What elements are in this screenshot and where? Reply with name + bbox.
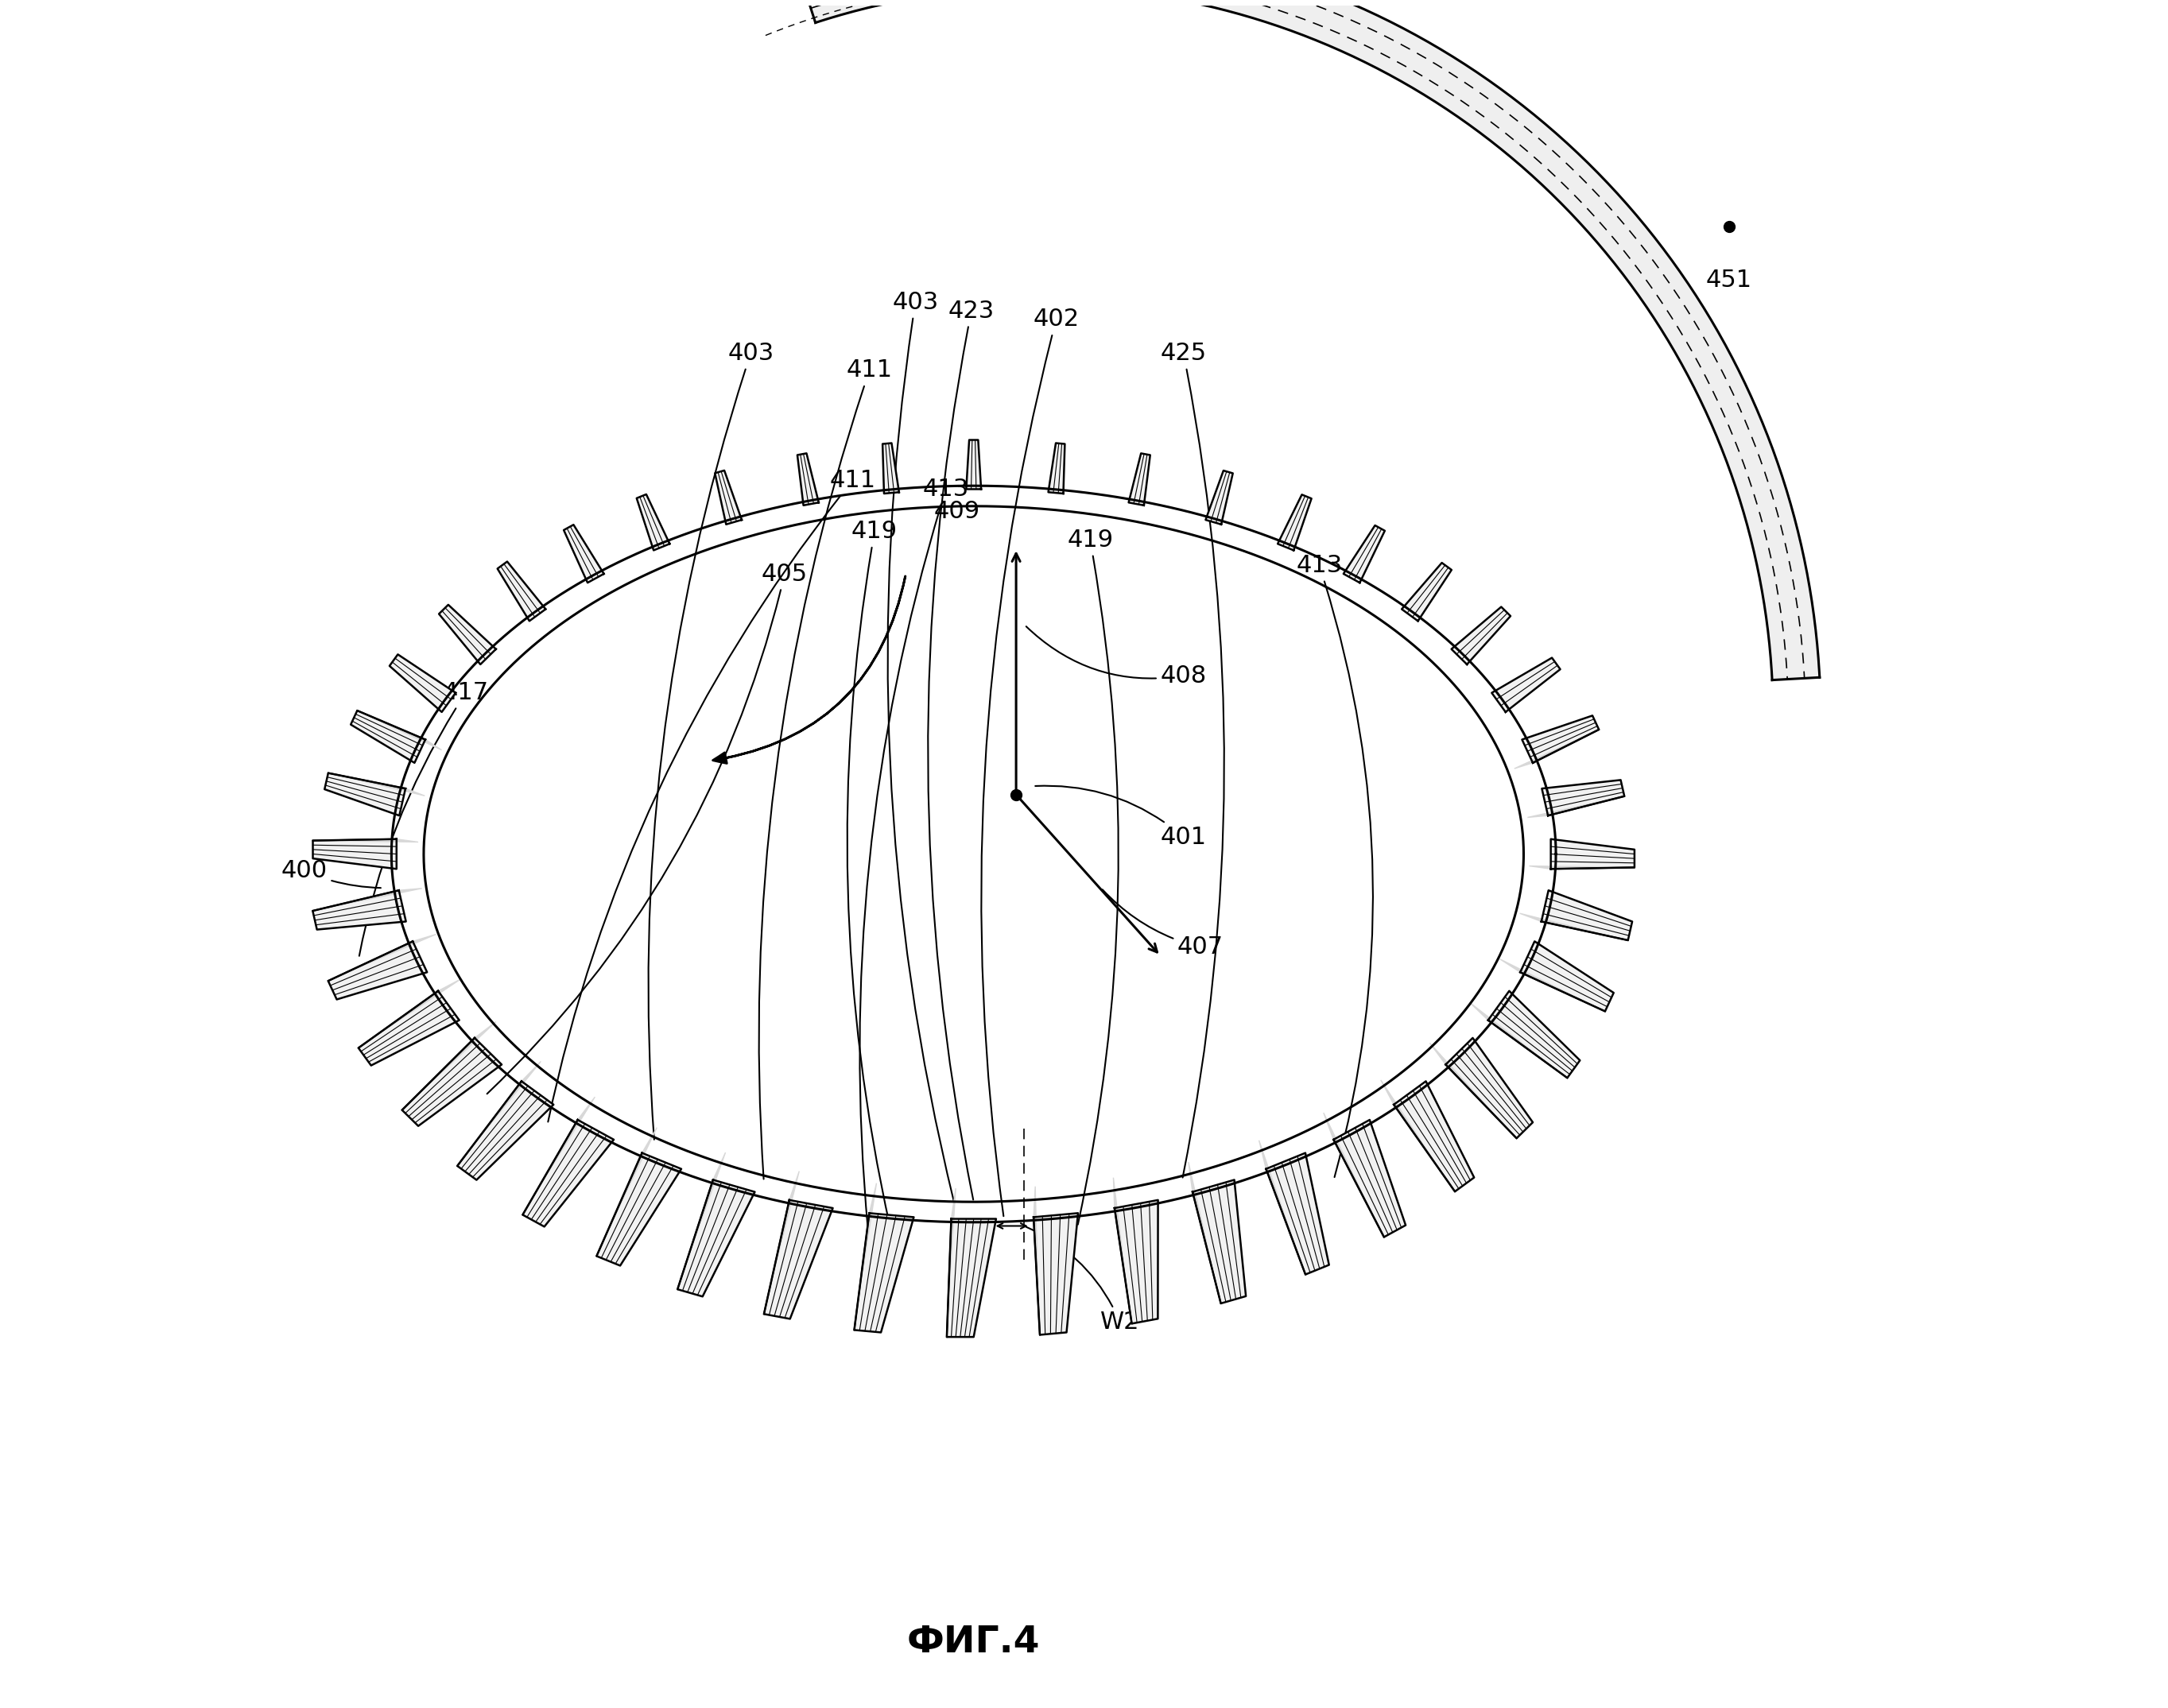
Polygon shape bbox=[1520, 914, 1628, 941]
Polygon shape bbox=[1520, 941, 1613, 1011]
Polygon shape bbox=[1446, 1038, 1533, 1138]
Polygon shape bbox=[1049, 442, 1064, 494]
Text: 407: 407 bbox=[1104, 890, 1223, 958]
Text: 419: 419 bbox=[1067, 528, 1119, 1225]
Polygon shape bbox=[1192, 1180, 1247, 1303]
Polygon shape bbox=[325, 774, 405, 816]
Polygon shape bbox=[1322, 1114, 1383, 1237]
Text: 408: 408 bbox=[1025, 627, 1208, 687]
Polygon shape bbox=[438, 605, 496, 664]
Polygon shape bbox=[522, 1097, 594, 1214]
Text: 403: 403 bbox=[887, 290, 954, 1201]
Text: W2: W2 bbox=[1025, 1226, 1140, 1334]
Polygon shape bbox=[312, 839, 418, 842]
Polygon shape bbox=[1470, 1003, 1567, 1078]
Polygon shape bbox=[947, 1220, 995, 1337]
Polygon shape bbox=[1431, 1044, 1518, 1138]
Polygon shape bbox=[1344, 526, 1385, 582]
Text: 417: 417 bbox=[360, 681, 490, 956]
Polygon shape bbox=[312, 839, 397, 869]
Polygon shape bbox=[1403, 562, 1453, 622]
Polygon shape bbox=[763, 1172, 800, 1313]
Polygon shape bbox=[1500, 958, 1604, 1011]
Polygon shape bbox=[1515, 729, 1600, 769]
Polygon shape bbox=[358, 979, 462, 1049]
Polygon shape bbox=[401, 1038, 501, 1126]
FancyArrowPatch shape bbox=[713, 576, 906, 763]
Polygon shape bbox=[358, 991, 460, 1066]
Polygon shape bbox=[1266, 1153, 1329, 1274]
Polygon shape bbox=[967, 441, 982, 488]
Text: 402: 402 bbox=[982, 307, 1080, 1216]
Polygon shape bbox=[312, 890, 405, 929]
Polygon shape bbox=[1541, 781, 1624, 816]
Polygon shape bbox=[1205, 471, 1234, 524]
Polygon shape bbox=[358, 711, 442, 750]
Text: 425: 425 bbox=[1160, 342, 1225, 1177]
Polygon shape bbox=[1333, 1120, 1405, 1237]
Polygon shape bbox=[947, 1189, 956, 1337]
Polygon shape bbox=[637, 494, 670, 550]
Polygon shape bbox=[715, 470, 741, 524]
Polygon shape bbox=[390, 654, 455, 712]
Polygon shape bbox=[854, 1213, 913, 1332]
Polygon shape bbox=[1034, 1213, 1077, 1336]
Text: 419: 419 bbox=[848, 519, 898, 1226]
Polygon shape bbox=[1277, 495, 1312, 550]
Polygon shape bbox=[679, 1153, 726, 1290]
Text: 413: 413 bbox=[1296, 553, 1372, 1177]
Text: 411: 411 bbox=[759, 359, 893, 1179]
Polygon shape bbox=[1487, 991, 1580, 1078]
Text: 413: 413 bbox=[861, 478, 969, 1230]
Polygon shape bbox=[1034, 1187, 1041, 1336]
Polygon shape bbox=[522, 1120, 614, 1226]
Polygon shape bbox=[763, 1201, 833, 1319]
Polygon shape bbox=[1528, 866, 1635, 869]
Polygon shape bbox=[327, 934, 436, 980]
Text: 411: 411 bbox=[549, 470, 876, 1122]
Polygon shape bbox=[798, 453, 820, 506]
Polygon shape bbox=[1528, 796, 1624, 818]
Polygon shape bbox=[1114, 1177, 1132, 1324]
Text: 405: 405 bbox=[488, 562, 809, 1093]
Polygon shape bbox=[1541, 890, 1633, 941]
Text: 423: 423 bbox=[928, 299, 995, 1199]
Polygon shape bbox=[854, 1184, 876, 1331]
Text: 401: 401 bbox=[1036, 786, 1208, 849]
Text: 409: 409 bbox=[934, 500, 980, 523]
Polygon shape bbox=[401, 1021, 496, 1110]
Polygon shape bbox=[327, 774, 425, 796]
Polygon shape bbox=[1130, 453, 1151, 506]
Text: 451: 451 bbox=[1706, 268, 1752, 292]
Polygon shape bbox=[882, 442, 900, 494]
Polygon shape bbox=[457, 1061, 540, 1167]
Polygon shape bbox=[800, 0, 1819, 680]
Polygon shape bbox=[1260, 1141, 1305, 1274]
Polygon shape bbox=[1394, 1081, 1474, 1192]
Text: 403: 403 bbox=[648, 342, 774, 1139]
Polygon shape bbox=[312, 888, 423, 910]
Polygon shape bbox=[1188, 1161, 1221, 1303]
Polygon shape bbox=[679, 1180, 754, 1296]
Polygon shape bbox=[1450, 606, 1511, 664]
Polygon shape bbox=[1550, 839, 1635, 869]
Polygon shape bbox=[1522, 716, 1600, 763]
Text: ФИГ.4: ФИГ.4 bbox=[906, 1624, 1041, 1660]
Polygon shape bbox=[1381, 1079, 1455, 1192]
Polygon shape bbox=[496, 562, 546, 622]
Polygon shape bbox=[457, 1081, 553, 1180]
Polygon shape bbox=[596, 1153, 681, 1266]
Polygon shape bbox=[351, 711, 425, 763]
Polygon shape bbox=[327, 941, 427, 999]
Text: 400: 400 bbox=[282, 859, 382, 888]
Polygon shape bbox=[564, 524, 605, 582]
Polygon shape bbox=[1114, 1201, 1158, 1324]
Polygon shape bbox=[1492, 658, 1561, 712]
Polygon shape bbox=[596, 1127, 657, 1255]
